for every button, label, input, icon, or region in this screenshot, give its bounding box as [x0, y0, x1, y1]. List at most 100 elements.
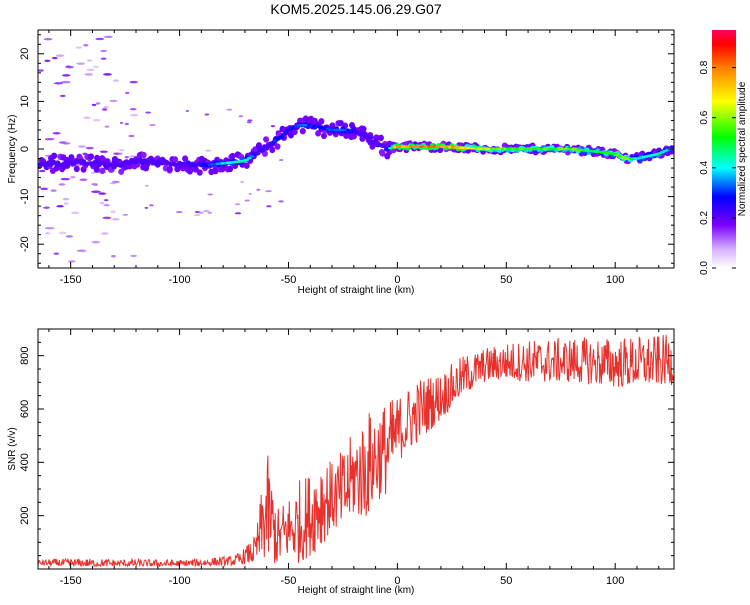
spectral-speck [226, 108, 233, 111]
spectral-speck [99, 150, 108, 153]
spectral-speck [113, 79, 119, 82]
spectral-core [270, 141, 276, 144]
spectral-speck [85, 146, 94, 150]
spectral-core [278, 135, 284, 139]
spectral-speck [64, 202, 69, 205]
spectral-blob [299, 127, 306, 135]
spectral-speck [247, 119, 253, 122]
spectral-blob [377, 134, 384, 142]
spectral-blob [172, 156, 179, 163]
spectral-speck [62, 74, 71, 77]
spectral-speck [128, 134, 135, 137]
spectral-speck [65, 65, 75, 69]
spectral-speck [112, 218, 120, 221]
spectral-speck [149, 204, 154, 207]
spectral-speck [194, 211, 201, 214]
spectral-blob [379, 150, 386, 157]
colorbar-tick-label: 0.4 [699, 160, 710, 174]
spectral-speck [53, 252, 60, 255]
spectral-blob [73, 165, 80, 173]
spectral-speck [45, 232, 50, 235]
spectral-speck [44, 227, 55, 230]
spectral-speck [149, 123, 156, 126]
spectral-speck [109, 99, 118, 103]
spectral-speck [103, 73, 112, 76]
spectral-blob [373, 138, 379, 143]
spectral-speck [118, 152, 123, 155]
spectral-speck [79, 178, 88, 181]
spectral-speck [104, 199, 109, 202]
spectral-speck [93, 183, 98, 186]
bot-xtick-label: -50 [281, 575, 297, 587]
spectral-speck [40, 187, 49, 191]
spectral-speck [256, 188, 261, 191]
spectral-speck [270, 125, 276, 128]
spectral-speck [43, 206, 50, 209]
spectral-speck [122, 213, 129, 216]
spectral-speck [234, 203, 241, 206]
top-x-axis-label: Height of straight line (km) [298, 285, 415, 296]
chart-title: KOM5.2025.145.06.29.G07 [270, 1, 441, 17]
spectral-speck [144, 206, 149, 209]
spectral-speck [91, 171, 96, 174]
spectral-speck [185, 109, 189, 112]
bot-ytick-label: 600 [19, 400, 31, 418]
spectral-speck [58, 231, 67, 235]
spectral-speck [84, 73, 94, 76]
spectral-speck [130, 113, 139, 117]
spectral-blob [137, 157, 143, 162]
spectral-core [280, 133, 286, 136]
spectral-blob [227, 165, 234, 173]
spectral-speck [110, 210, 116, 213]
spectral-speck [103, 203, 110, 207]
spectral-speck [205, 149, 212, 152]
bot-xtick-label: 0 [394, 575, 400, 587]
spectral-speck [207, 211, 212, 214]
spectral-speck [65, 235, 74, 238]
spectral-speck [118, 149, 125, 152]
spectral-speck [204, 113, 210, 116]
spectral-speck [70, 176, 76, 179]
spectral-core [244, 158, 250, 162]
bot-xtick-label: -150 [60, 575, 82, 587]
spectral-speck [103, 35, 113, 39]
spectral-speck [125, 91, 130, 95]
spectral-speck [100, 57, 107, 60]
spectral-blob [229, 152, 236, 160]
spectral-speck [44, 137, 55, 141]
top-xtick-label: -150 [60, 274, 82, 286]
spectral-speck [278, 200, 284, 203]
spectral-speck [234, 212, 242, 215]
bot-ytick-label: 800 [19, 346, 31, 364]
colorbar-tick-label: 0.0 [699, 261, 710, 275]
snr-series-line [38, 334, 674, 569]
spectral-speck [91, 190, 101, 193]
colorbar-tick-label: 0.8 [699, 60, 710, 74]
colorbar-tick-label: 0.2 [699, 211, 710, 225]
snr-panel: -150 -100 -50 0 50 100 200 400 600 800 Height of … [7, 328, 675, 596]
spectral-speck [55, 54, 65, 57]
spectral-speck [240, 180, 244, 183]
spectral-core [275, 137, 281, 141]
spectral-speck [67, 260, 76, 263]
spectral-core [252, 153, 257, 156]
spectral-speck [145, 184, 149, 187]
spectral-speck [100, 49, 107, 53]
spectral-speck [98, 192, 107, 195]
spectral-speck [38, 69, 44, 72]
spectral-speck [109, 182, 117, 185]
spectral-speck [99, 201, 105, 205]
spectral-speck [75, 46, 83, 49]
spectral-speck [95, 37, 105, 41]
spectral-blob [318, 118, 325, 125]
spectral-speck [52, 132, 61, 135]
spectral-speck [175, 211, 183, 214]
spectral-blob [368, 135, 374, 140]
spectral-speck [244, 199, 250, 202]
spectral-blob [212, 167, 219, 175]
spectral-blob [291, 128, 298, 136]
top-xtick-label: 50 [500, 274, 512, 286]
spectral-speck [198, 211, 204, 214]
